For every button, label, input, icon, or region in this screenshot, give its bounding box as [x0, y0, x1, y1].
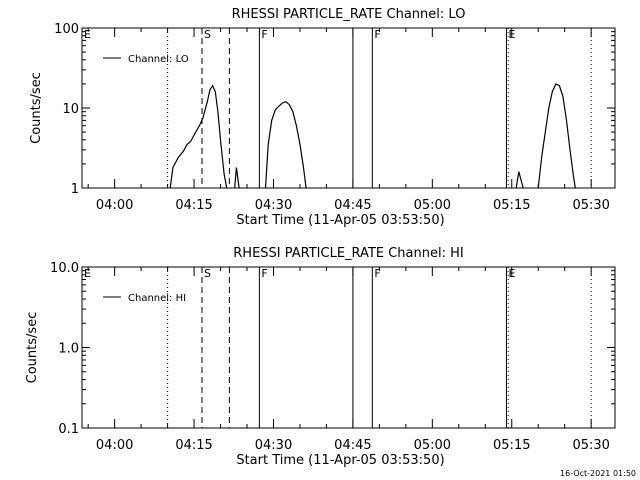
- series-line: [169, 84, 228, 189]
- series-line: [264, 101, 307, 189]
- y-tick-label: 10: [62, 102, 79, 117]
- event-marker-label: E: [508, 28, 515, 41]
- y-tick-label: 0.1: [58, 422, 79, 437]
- series-line: [537, 83, 576, 189]
- event-marker-label: S: [204, 28, 211, 41]
- x-tick-label: 04:45: [334, 438, 371, 453]
- y-tick-label: 10.0: [50, 261, 79, 276]
- event-marker-label: S: [204, 267, 211, 280]
- y-tick-label: 1.0: [58, 342, 79, 357]
- x-axis-label: Start Time (11-Apr-05 03:53:50): [236, 213, 444, 228]
- x-tick-label: 04:15: [175, 198, 212, 213]
- event-marker-label: F: [374, 267, 380, 280]
- x-tick-label: 04:00: [96, 438, 133, 453]
- event-marker-label: F: [261, 28, 267, 41]
- x-tick-label: 04:00: [96, 198, 133, 213]
- footer-timestamp: 16-Oct-2021 01:50: [560, 469, 636, 478]
- plot-frame: [81, 266, 616, 429]
- legend-label: Channel: HI: [128, 293, 186, 304]
- event-marker-label: E: [508, 267, 515, 280]
- series-line: [515, 171, 524, 189]
- x-tick-label: 04:45: [334, 198, 371, 213]
- y-tick-label: 100: [54, 22, 79, 37]
- x-tick-label: 04:30: [255, 198, 292, 213]
- series-line: [234, 167, 240, 189]
- x-tick-label: 05:00: [414, 198, 451, 213]
- x-tick-label: 05:15: [493, 438, 530, 453]
- event-marker-label: F: [374, 28, 380, 41]
- x-tick-label: 05:30: [572, 438, 609, 453]
- panel-hi-channel: RHESSI PARTICLE_RATE Channel: HI 0.1 1.0 10…: [25, 246, 616, 468]
- x-tick-label: 04:30: [255, 438, 292, 453]
- panel-lo-channel: RHESSI PARTICLE_RATE Channel: LO 1 10 100 04…: [29, 7, 616, 228]
- y-axis-label: Counts/sec: [29, 72, 44, 144]
- chart-title: RHESSI PARTICLE_RATE Channel: LO: [232, 7, 466, 22]
- chart-title: RHESSI PARTICLE_RATE Channel: HI: [233, 246, 463, 261]
- x-tick-label: 05:15: [493, 198, 530, 213]
- y-axis-label: Counts/sec: [25, 312, 40, 384]
- legend-label: Channel: LO: [128, 54, 189, 65]
- x-tick-label: 05:00: [414, 438, 451, 453]
- y-tick-label: 1: [71, 182, 79, 197]
- plot-frame: [81, 27, 616, 189]
- x-tick-label: 04:15: [175, 438, 212, 453]
- event-marker-label: E: [84, 28, 91, 41]
- x-tick-label: 05:30: [572, 198, 609, 213]
- x-axis-label: Start Time (11-Apr-05 03:53:50): [236, 453, 444, 468]
- event-marker-label: E: [84, 267, 91, 280]
- event-marker-label: F: [261, 267, 267, 280]
